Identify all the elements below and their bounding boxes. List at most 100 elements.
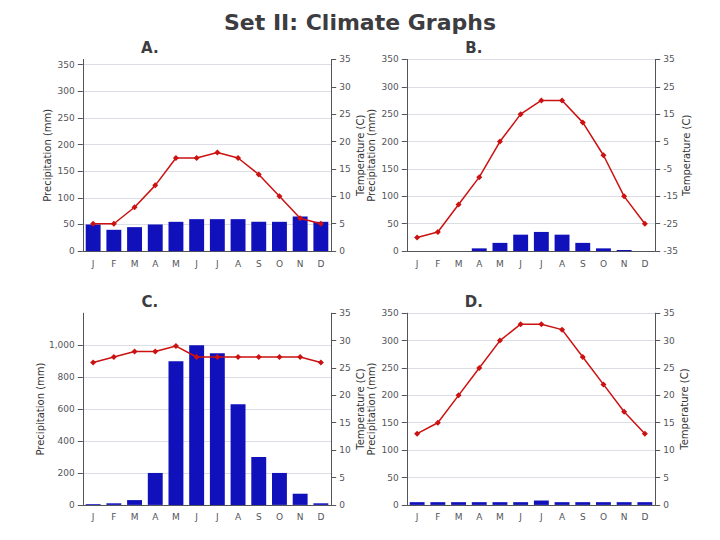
svg-text:250: 250	[382, 109, 399, 119]
svg-text:25: 25	[663, 363, 674, 373]
svg-text:0: 0	[663, 500, 669, 510]
svg-text:Precipitation (mm): Precipitation (mm)	[366, 362, 377, 455]
svg-text:S: S	[580, 259, 586, 269]
svg-text:10: 10	[339, 191, 351, 201]
svg-text:5: 5	[663, 473, 669, 483]
svg-text:5: 5	[339, 219, 345, 229]
svg-text:35: 35	[663, 308, 674, 318]
svg-text:5: 5	[339, 473, 345, 483]
svg-text:15: 15	[663, 109, 674, 119]
svg-text:D: D	[641, 259, 648, 269]
svg-text:25: 25	[339, 363, 350, 373]
svg-text:20: 20	[339, 137, 351, 147]
svg-text:150: 150	[58, 166, 75, 176]
svg-text:300: 300	[382, 82, 399, 92]
svg-text:15: 15	[339, 418, 350, 428]
svg-text:30: 30	[339, 82, 351, 92]
svg-text:J: J	[215, 259, 219, 269]
svg-text:0: 0	[339, 500, 345, 510]
svg-text:150: 150	[382, 164, 399, 174]
svg-text:-15: -15	[663, 191, 678, 201]
svg-text:A: A	[476, 259, 483, 269]
svg-text:15: 15	[663, 418, 674, 428]
svg-text:300: 300	[382, 336, 399, 346]
svg-text:35: 35	[339, 54, 350, 64]
svg-text:N: N	[621, 512, 628, 522]
svg-text:25: 25	[663, 82, 674, 92]
svg-text:Temperature (C): Temperature (C)	[355, 368, 366, 450]
svg-text:350: 350	[382, 308, 399, 318]
svg-text:J: J	[518, 259, 522, 269]
svg-text:D: D	[317, 259, 324, 269]
svg-text:N: N	[297, 512, 304, 522]
svg-text:J: J	[215, 512, 219, 522]
svg-text:J: J	[415, 512, 419, 522]
svg-text:J: J	[194, 259, 198, 269]
svg-text:J: J	[194, 512, 198, 522]
svg-text:B.: B.	[465, 39, 482, 57]
svg-text:N: N	[297, 259, 304, 269]
svg-text:-35: -35	[663, 246, 678, 256]
svg-text:30: 30	[339, 336, 351, 346]
svg-text:35: 35	[663, 54, 674, 64]
svg-text:S: S	[256, 512, 262, 522]
svg-text:F: F	[111, 259, 116, 269]
svg-text:D: D	[641, 512, 648, 522]
svg-text:Temperature (C): Temperature (C)	[681, 114, 692, 196]
svg-text:Precipitation (mm): Precipitation (mm)	[366, 109, 377, 202]
svg-text:25: 25	[339, 109, 350, 119]
svg-text:350: 350	[58, 60, 75, 70]
svg-text:A: A	[559, 512, 566, 522]
svg-text:O: O	[600, 259, 607, 269]
svg-text:5: 5	[663, 137, 669, 147]
svg-text:D: D	[317, 512, 324, 522]
svg-text:20: 20	[339, 390, 351, 400]
svg-text:-25: -25	[663, 219, 678, 229]
svg-text:35: 35	[339, 308, 350, 318]
svg-text:M: M	[455, 259, 463, 269]
svg-text:O: O	[276, 259, 283, 269]
svg-text:100: 100	[58, 193, 75, 203]
svg-text:0: 0	[69, 500, 75, 510]
svg-text:300: 300	[58, 86, 75, 96]
svg-text:200: 200	[58, 140, 75, 150]
svg-text:200: 200	[58, 468, 75, 478]
svg-text:A.: A.	[141, 39, 159, 57]
svg-text:800: 800	[58, 372, 75, 382]
svg-text:M: M	[496, 259, 504, 269]
svg-text:200: 200	[382, 390, 399, 400]
svg-text:0: 0	[339, 246, 345, 256]
svg-text:Precipitation (mm): Precipitation (mm)	[42, 109, 53, 202]
svg-text:Set II: Climate Graphs: Set II: Climate Graphs	[224, 10, 496, 35]
svg-text:J: J	[518, 512, 522, 522]
svg-text:F: F	[435, 259, 440, 269]
svg-text:50: 50	[63, 219, 75, 229]
svg-text:N: N	[621, 259, 628, 269]
svg-text:10: 10	[339, 445, 351, 455]
svg-text:15: 15	[339, 164, 350, 174]
svg-text:J: J	[415, 259, 419, 269]
svg-text:M: M	[172, 259, 180, 269]
svg-text:M: M	[131, 259, 139, 269]
svg-text:Precipitation (mm): Precipitation (mm)	[35, 362, 46, 455]
svg-text:0: 0	[393, 500, 399, 510]
svg-text:F: F	[111, 512, 116, 522]
svg-text:O: O	[600, 512, 607, 522]
svg-text:M: M	[131, 512, 139, 522]
svg-text:20: 20	[663, 390, 675, 400]
svg-text:A: A	[476, 512, 483, 522]
svg-text:M: M	[172, 512, 180, 522]
svg-text:600: 600	[58, 404, 75, 414]
svg-text:J: J	[91, 259, 95, 269]
svg-text:50: 50	[387, 473, 399, 483]
svg-text:50: 50	[387, 219, 399, 229]
svg-text:Temperature (C): Temperature (C)	[679, 368, 690, 450]
svg-text:10: 10	[663, 445, 675, 455]
svg-text:0: 0	[69, 246, 75, 256]
svg-text:100: 100	[382, 445, 399, 455]
svg-text:J: J	[91, 512, 95, 522]
svg-text:S: S	[256, 259, 262, 269]
svg-text:150: 150	[382, 418, 399, 428]
svg-text:J: J	[539, 259, 543, 269]
svg-text:400: 400	[58, 436, 75, 446]
